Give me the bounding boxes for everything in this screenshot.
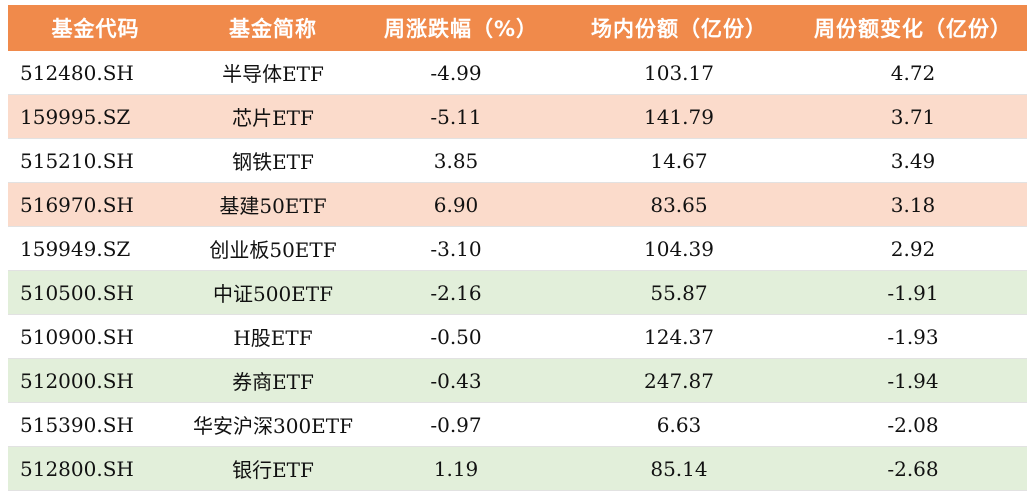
exchange-shares: 6.63 xyxy=(559,402,799,447)
etf-share-change-table: 基金代码 基金简称 周涨跌幅（%） 场内份额（亿份） 周份额变化（亿份） 512… xyxy=(8,5,1027,491)
header-fund-name: 基金简称 xyxy=(183,5,363,51)
weekly-change: 3.85 xyxy=(363,138,559,183)
weekly-change: -0.97 xyxy=(363,402,559,447)
table-row: 510500.SH 中证500ETF -2.16 55.87 -1.91 xyxy=(8,270,1027,315)
table-row: 516970.SH 基建50ETF 6.90 83.65 3.18 xyxy=(8,182,1027,227)
weekly-share-change: 3.49 xyxy=(799,138,1027,183)
fund-code: 516970.SH xyxy=(8,182,183,227)
exchange-shares: 124.37 xyxy=(559,314,799,359)
table-row: 512000.SH 券商ETF -0.43 247.87 -1.94 xyxy=(8,358,1027,403)
fund-name: 基建50ETF xyxy=(183,182,363,227)
fund-code: 512000.SH xyxy=(8,358,183,403)
header-weekly-share-change: 周份额变化（亿份） xyxy=(799,5,1027,51)
table-row: 159949.SZ 创业板50ETF -3.10 104.39 2.92 xyxy=(8,226,1027,271)
table-row: 512480.SH 半导体ETF -4.99 103.17 4.72 xyxy=(8,51,1027,95)
weekly-share-change: 3.71 xyxy=(799,94,1027,139)
weekly-share-change: -1.94 xyxy=(799,358,1027,403)
weekly-share-change: -1.91 xyxy=(799,270,1027,315)
weekly-share-change: -2.68 xyxy=(799,446,1027,491)
fund-name: 芯片ETF xyxy=(183,94,363,139)
fund-code: 510900.SH xyxy=(8,314,183,359)
weekly-share-change: 2.92 xyxy=(799,226,1027,271)
fund-code: 510500.SH xyxy=(8,270,183,315)
weekly-change: 1.19 xyxy=(363,446,559,491)
exchange-shares: 141.79 xyxy=(559,94,799,139)
weekly-change: -0.43 xyxy=(363,358,559,403)
table-row: 515390.SH 华安沪深300ETF -0.97 6.63 -2.08 xyxy=(8,402,1027,447)
header-weekly-change: 周涨跌幅（%） xyxy=(363,5,559,51)
exchange-shares: 247.87 xyxy=(559,358,799,403)
header-exchange-shares: 场内份额（亿份） xyxy=(559,5,799,51)
fund-code: 512800.SH xyxy=(8,446,183,491)
exchange-shares: 103.17 xyxy=(559,51,799,95)
weekly-change: -5.11 xyxy=(363,94,559,139)
weekly-share-change: 4.72 xyxy=(799,51,1027,95)
table-row: 515210.SH 钢铁ETF 3.85 14.67 3.49 xyxy=(8,138,1027,183)
weekly-share-change: -1.93 xyxy=(799,314,1027,359)
table-row: 159995.SZ 芯片ETF -5.11 141.79 3.71 xyxy=(8,94,1027,139)
table-row: 510900.SH H股ETF -0.50 124.37 -1.93 xyxy=(8,314,1027,359)
exchange-shares: 85.14 xyxy=(559,446,799,491)
header-row: 基金代码 基金简称 周涨跌幅（%） 场内份额（亿份） 周份额变化（亿份） xyxy=(8,5,1027,51)
fund-code: 512480.SH xyxy=(8,51,183,95)
exchange-shares: 14.67 xyxy=(559,138,799,183)
weekly-share-change: -2.08 xyxy=(799,402,1027,447)
table-header: 基金代码 基金简称 周涨跌幅（%） 场内份额（亿份） 周份额变化（亿份） xyxy=(8,5,1027,51)
weekly-change: -0.50 xyxy=(363,314,559,359)
weekly-change: -3.10 xyxy=(363,226,559,271)
fund-name: 银行ETF xyxy=(183,446,363,491)
fund-name: 半导体ETF xyxy=(183,51,363,95)
fund-name: 钢铁ETF xyxy=(183,138,363,183)
fund-name: 中证500ETF xyxy=(183,270,363,315)
fund-name: 华安沪深300ETF xyxy=(183,402,363,447)
table-row: 512800.SH 银行ETF 1.19 85.14 -2.68 xyxy=(8,446,1027,491)
header-fund-code: 基金代码 xyxy=(8,5,183,51)
exchange-shares: 104.39 xyxy=(559,226,799,271)
fund-name: 创业板50ETF xyxy=(183,226,363,271)
weekly-share-change: 3.18 xyxy=(799,182,1027,227)
fund-name: 券商ETF xyxy=(183,358,363,403)
exchange-shares: 83.65 xyxy=(559,182,799,227)
exchange-shares: 55.87 xyxy=(559,270,799,315)
weekly-change: -2.16 xyxy=(363,270,559,315)
weekly-change: 6.90 xyxy=(363,182,559,227)
table-body: 512480.SH 半导体ETF -4.99 103.17 4.72 15999… xyxy=(8,51,1027,491)
fund-code: 159949.SZ xyxy=(8,226,183,271)
fund-code: 515390.SH xyxy=(8,402,183,447)
weekly-change: -4.99 xyxy=(363,51,559,95)
fund-code: 515210.SH xyxy=(8,138,183,183)
fund-name: H股ETF xyxy=(183,314,363,359)
fund-code: 159995.SZ xyxy=(8,94,183,139)
